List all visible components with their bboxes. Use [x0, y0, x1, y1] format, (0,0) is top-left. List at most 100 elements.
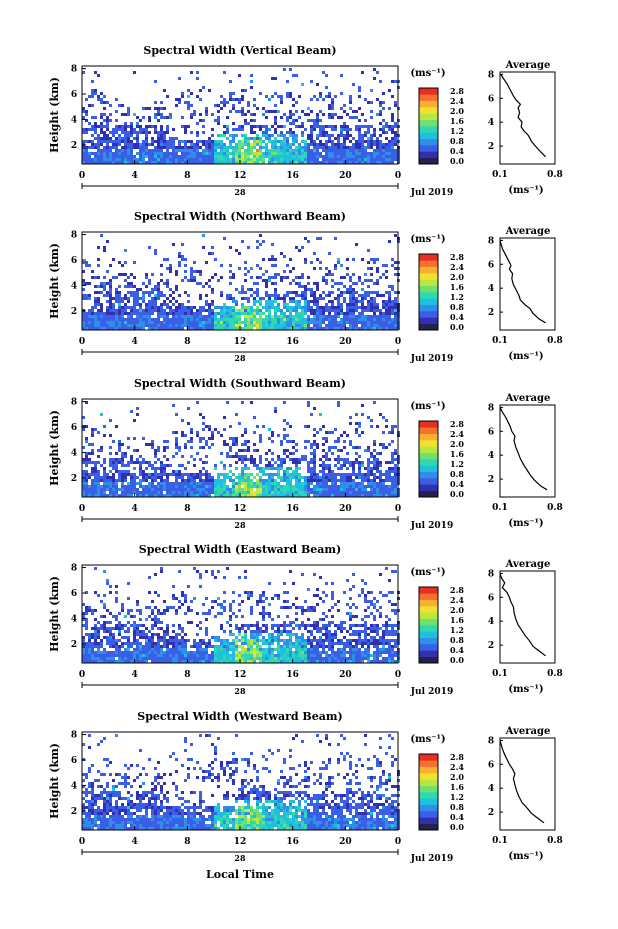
- heatmap-cell: [388, 321, 391, 324]
- heatmap-cell: [349, 443, 352, 446]
- heatmap-cell: [373, 455, 376, 458]
- heatmap-cell: [358, 488, 361, 491]
- heatmap-cell: [217, 155, 220, 158]
- heatmap-cell: [373, 491, 376, 494]
- heatmap-cell: [121, 609, 124, 612]
- heatmap-cell: [385, 312, 388, 315]
- heatmap-cell: [118, 630, 121, 633]
- heatmap-cell: [139, 651, 142, 654]
- heatmap-cell: [307, 276, 310, 279]
- heatmap-cell: [340, 152, 343, 155]
- heatmap-cell: [142, 318, 145, 321]
- heatmap-cell: [343, 488, 346, 491]
- heatmap-cell: [169, 137, 172, 140]
- heatmap-cell: [280, 95, 283, 98]
- heatmap-cell: [160, 312, 163, 315]
- heatmap-cell: [100, 131, 103, 134]
- heatmap-cell: [151, 137, 154, 140]
- heatmap-cell: [214, 657, 217, 660]
- heatmap-cell: [307, 404, 310, 407]
- heatmap-cell: [388, 312, 391, 315]
- heatmap-cell: [187, 107, 190, 110]
- heatmap-cell: [85, 110, 88, 113]
- heatmap-cell: [346, 158, 349, 161]
- heatmap-cell: [109, 482, 112, 485]
- heatmap-cell: [334, 125, 337, 128]
- heatmap-cell: [178, 570, 181, 573]
- heatmap-cell: [328, 95, 331, 98]
- heatmap-cell: [211, 291, 214, 294]
- heatmap-cell: [127, 285, 130, 288]
- heatmap-cell: [175, 98, 178, 101]
- heatmap-cell: [379, 443, 382, 446]
- heatmap-cell: [163, 440, 166, 443]
- heatmap-cell: [139, 609, 142, 612]
- heatmap-cell: [94, 464, 97, 467]
- heatmap-cell: [289, 485, 292, 488]
- heatmap-cell: [334, 473, 337, 476]
- heatmap-cell: [94, 116, 97, 119]
- heatmap-cell: [277, 464, 280, 467]
- heatmap-cell: [292, 446, 295, 449]
- heatmap-cell: [178, 642, 181, 645]
- heatmap-cell: [121, 482, 124, 485]
- heatmap-cell: [301, 273, 304, 276]
- heatmap-cell: [238, 482, 241, 485]
- heatmap-cell: [187, 158, 190, 161]
- heatmap-cell: [352, 327, 355, 330]
- heatmap-cell: [292, 161, 295, 164]
- heatmap-cell: [238, 128, 241, 131]
- heatmap-cell: [250, 321, 253, 324]
- y-tick-label: 4: [71, 115, 77, 125]
- heatmap-cell: [361, 306, 364, 309]
- heatmap-cell: [88, 128, 91, 131]
- heatmap-cell: [238, 146, 241, 149]
- heatmap-cell: [145, 140, 148, 143]
- heatmap-cell: [202, 479, 205, 482]
- heatmap-cell: [241, 240, 244, 243]
- heatmap-cell: [289, 327, 292, 330]
- heatmap-cell: [376, 461, 379, 464]
- heatmap-cell: [118, 627, 121, 630]
- heatmap-cell: [163, 636, 166, 639]
- heatmap-cell: [304, 306, 307, 309]
- heatmap-cell: [121, 479, 124, 482]
- heatmap-cell: [295, 324, 298, 327]
- heatmap-cell: [271, 488, 274, 491]
- heatmap-cell: [223, 237, 226, 240]
- heatmap-cell: [214, 485, 217, 488]
- heatmap-cell: [223, 639, 226, 642]
- heatmap-cell: [181, 648, 184, 651]
- heatmap-cell: [352, 137, 355, 140]
- heatmap-cell: [169, 324, 172, 327]
- heatmap-cell: [247, 270, 250, 273]
- heatmap-cell: [91, 95, 94, 98]
- heatmap-cell: [196, 482, 199, 485]
- heatmap-cell: [208, 488, 211, 491]
- heatmap-cell: [163, 600, 166, 603]
- heatmap-cell: [151, 327, 154, 330]
- heatmap-cell: [361, 482, 364, 485]
- heatmap-cell: [391, 264, 394, 267]
- heatmap-cell: [109, 315, 112, 318]
- heatmap-cell: [157, 152, 160, 155]
- heatmap-cell: [103, 125, 106, 128]
- heatmap-cell: [175, 473, 178, 476]
- heatmap-cell: [115, 488, 118, 491]
- heatmap-cell: [214, 576, 217, 579]
- heatmap-cell: [325, 482, 328, 485]
- heatmap-cell: [385, 158, 388, 161]
- heatmap-cell: [124, 294, 127, 297]
- heatmap-cell: [151, 645, 154, 648]
- heatmap-cell: [151, 140, 154, 143]
- heatmap-cell: [331, 479, 334, 482]
- heatmap-cell: [352, 294, 355, 297]
- heatmap-cell: [388, 155, 391, 158]
- heatmap-cell: [88, 473, 91, 476]
- heatmap-cell: [145, 494, 148, 497]
- colorbar-swatch: [419, 107, 438, 114]
- heatmap-cell: [121, 624, 124, 627]
- heatmap-cell: [109, 630, 112, 633]
- heatmap-cell: [337, 488, 340, 491]
- heatmap-cell: [385, 476, 388, 479]
